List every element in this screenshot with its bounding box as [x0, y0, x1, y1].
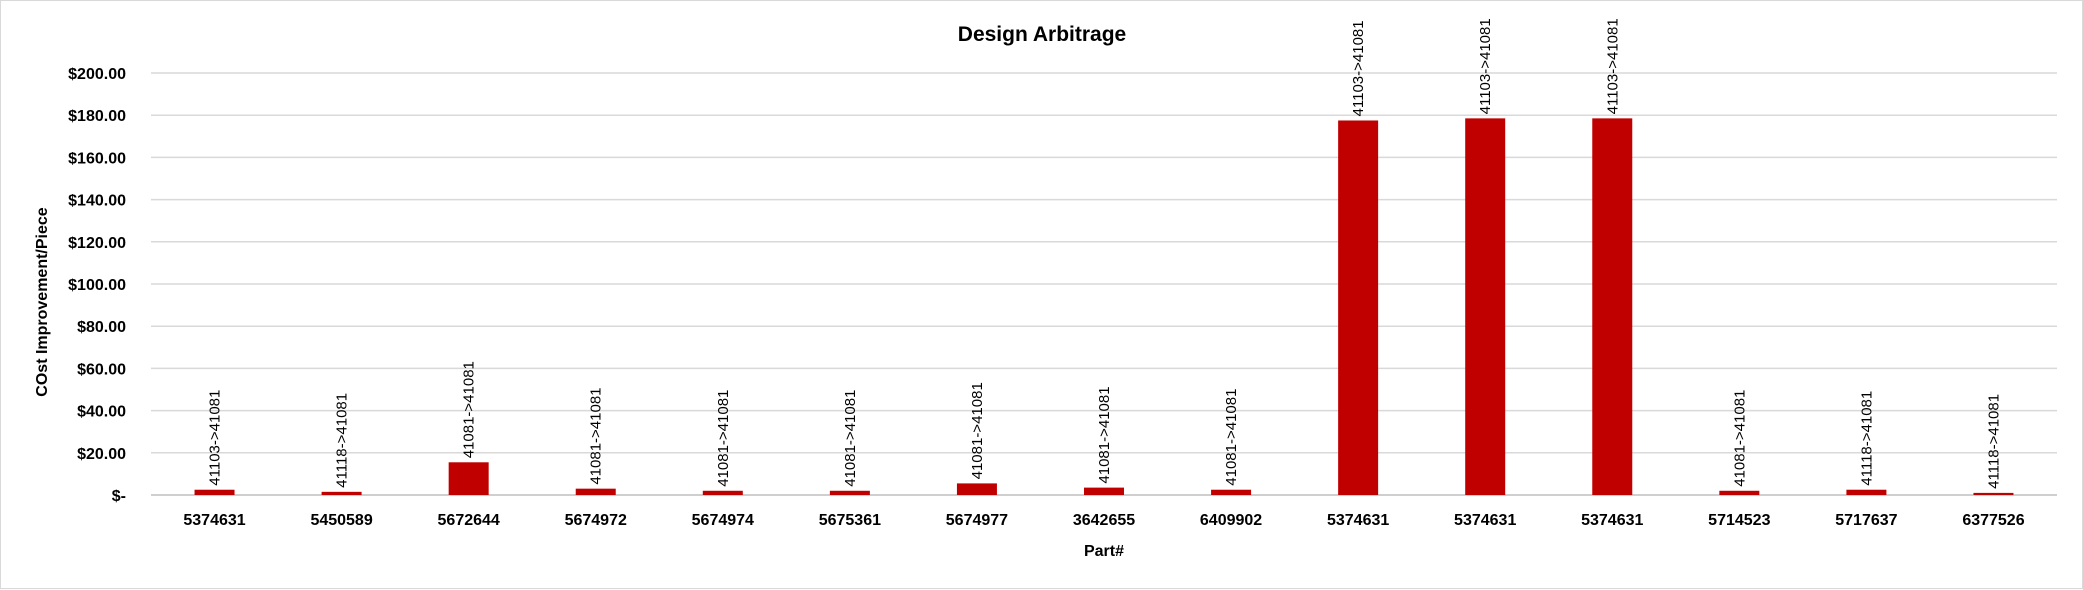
bar — [194, 489, 235, 495]
x-axis-title: Part# — [1084, 543, 1124, 560]
y-tick-label: $200.00 — [68, 66, 126, 83]
bar — [829, 490, 870, 495]
data-label: 41081->41081 — [1223, 389, 1240, 486]
x-tick-label: 5674972 — [565, 512, 627, 529]
data-label: 41103->41081 — [207, 390, 224, 486]
y-axis-ticks: $- $20.00 $40.00 $60.00 $80.00 $100.00 $120.00… — [68, 66, 126, 505]
bar — [575, 488, 616, 495]
chart-title: Design Arbitrage — [958, 23, 1126, 46]
bar — [956, 483, 997, 495]
data-label: 41103->41081 — [1477, 18, 1494, 114]
data-label: 41081->41081 — [588, 387, 605, 484]
data-label: 41081->41081 — [1096, 386, 1113, 483]
data-label: 41081->41081 — [969, 382, 986, 479]
data-label: 41103->41081 — [1350, 20, 1367, 116]
x-tick-label: 5717637 — [1835, 512, 1897, 529]
bar — [1592, 118, 1633, 496]
data-label: 41081->41081 — [1731, 390, 1748, 487]
data-label: 41103->41081 — [1604, 18, 1621, 114]
x-tick-label: 3642655 — [1073, 512, 1135, 529]
bar — [1211, 489, 1252, 495]
bar — [1973, 492, 2014, 495]
y-tick-label: $140.00 — [68, 193, 126, 210]
x-tick-label: 5674977 — [946, 512, 1008, 529]
bars — [194, 118, 2014, 496]
bar — [1465, 118, 1506, 496]
y-tick-label: $80.00 — [77, 319, 126, 336]
y-tick-label: $40.00 — [77, 404, 126, 421]
y-tick-label: $180.00 — [68, 108, 126, 125]
data-label: 41118->41081 — [1985, 394, 2002, 489]
gridlines — [151, 72, 2057, 496]
x-tick-label: 5714523 — [1708, 512, 1770, 529]
x-tick-label: 5675361 — [819, 512, 881, 529]
bar — [448, 462, 489, 495]
data-label: 41081->41081 — [842, 390, 859, 487]
y-tick-label: $160.00 — [68, 150, 126, 167]
bar — [321, 491, 362, 495]
bar — [702, 490, 743, 495]
x-tick-label: 5374631 — [1454, 512, 1516, 529]
bar — [1084, 487, 1124, 495]
data-label: 41081->41081 — [461, 361, 478, 458]
x-tick-label: 5374631 — [1581, 512, 1643, 529]
y-tick-label: $120.00 — [68, 235, 126, 252]
x-tick-label: 6377526 — [1962, 512, 2024, 529]
y-tick-label: $100.00 — [68, 277, 126, 294]
bar — [1719, 490, 1760, 495]
y-tick-label: $20.00 — [77, 446, 126, 463]
x-tick-label: 5672644 — [438, 512, 500, 529]
data-label: 41118->41081 — [334, 393, 351, 488]
data-label: 41081->41081 — [715, 390, 732, 487]
data-label: 41118->41081 — [1858, 391, 1875, 486]
data-labels: 41103->41081 41118->41081 41081->41081 4108… — [207, 18, 2003, 489]
y-tick-label: $60.00 — [77, 361, 126, 378]
x-axis-ticks: 5374631 5450589 5672644 5674972 5674974 56753… — [183, 512, 2024, 529]
x-tick-label: 5374631 — [1327, 512, 1389, 529]
x-tick-label: 5450589 — [310, 512, 372, 529]
y-axis-title: COst Improvement/Piece — [34, 207, 51, 397]
x-tick-label: 5374631 — [183, 512, 245, 529]
bar — [1338, 120, 1379, 495]
x-tick-label: 5674974 — [692, 512, 754, 529]
y-tick-label: $- — [112, 488, 126, 505]
bar — [1846, 489, 1887, 495]
x-tick-label: 6409902 — [1200, 512, 1262, 529]
